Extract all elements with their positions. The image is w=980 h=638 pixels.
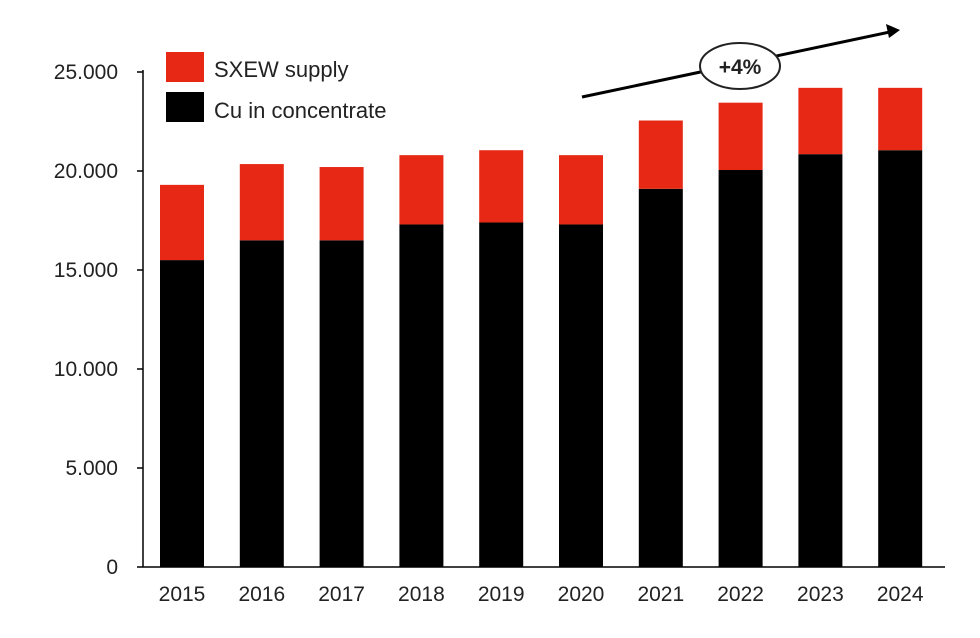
x-tick-label: 2015 (159, 583, 206, 606)
bar-cu-concentrate-2016 (239, 240, 284, 568)
bar-cu-concentrate-2022 (718, 170, 763, 567)
bar-sxew-2021 (638, 120, 683, 189)
x-tick-label: 2017 (318, 583, 365, 606)
bar-cu-concentrate-2024 (878, 150, 923, 567)
bar-cu-concentrate-2017 (319, 240, 364, 568)
legend-swatch-sxew (166, 52, 204, 82)
x-tick-label: 2024 (877, 583, 924, 606)
bars (160, 87, 923, 568)
y-tick-label: 5.000 (65, 457, 118, 480)
bar-sxew-2018 (399, 155, 444, 225)
bar-sxew-2016 (239, 164, 284, 241)
y-tick-label: 10.000 (54, 358, 118, 381)
bar-cu-concentrate-2023 (798, 154, 843, 568)
y-tick-label: 15.000 (54, 259, 118, 282)
y-tick-label: 25.000 (54, 61, 118, 84)
x-axis: 2015 2016 2017 2018 2019 2020 2021 2022 2023 2024 (143, 566, 945, 606)
legend: SXEW supply Cu in concentrate (166, 52, 386, 123)
bar-cu-concentrate-2018 (399, 224, 444, 567)
bar-cu-concentrate-2015 (160, 260, 204, 567)
trend-arrow-head (886, 24, 900, 38)
trend-label-bubble (699, 42, 781, 90)
trend-annotation: +4% (581, 24, 900, 99)
legend-label-cu: Cu in concentrate (214, 98, 386, 123)
x-tick-label: 2021 (637, 583, 684, 606)
x-tick-label: 2016 (238, 583, 285, 606)
bar-sxew-2022 (718, 102, 763, 171)
x-tick-label: 2018 (398, 583, 445, 606)
bar-cu-concentrate-2021 (638, 188, 683, 567)
bar-sxew-2020 (559, 155, 603, 225)
x-tick-label: 2019 (478, 583, 525, 606)
y-tick-label: 20.000 (54, 160, 118, 183)
legend-label-sxew: SXEW supply (214, 57, 349, 82)
x-tick-label: 2022 (717, 583, 764, 606)
y-tick-label: 0 (106, 556, 118, 579)
legend-swatch-cu (166, 92, 204, 122)
bar-sxew-2019 (479, 150, 524, 223)
bar-cu-concentrate-2020 (559, 224, 603, 567)
bar-sxew-2023 (798, 87, 843, 155)
bar-sxew-2017 (319, 167, 364, 241)
bar-sxew-2015 (160, 184, 204, 261)
bar-sxew-2024 (878, 87, 923, 151)
trend-label: +4% (719, 56, 762, 79)
bar-cu-concentrate-2019 (479, 222, 524, 568)
x-tick-label: 2020 (558, 583, 605, 606)
x-tick-label: 2023 (797, 583, 844, 606)
y-axis: 0 5.000 10.000 15.000 20.000 25.000 (54, 61, 144, 579)
